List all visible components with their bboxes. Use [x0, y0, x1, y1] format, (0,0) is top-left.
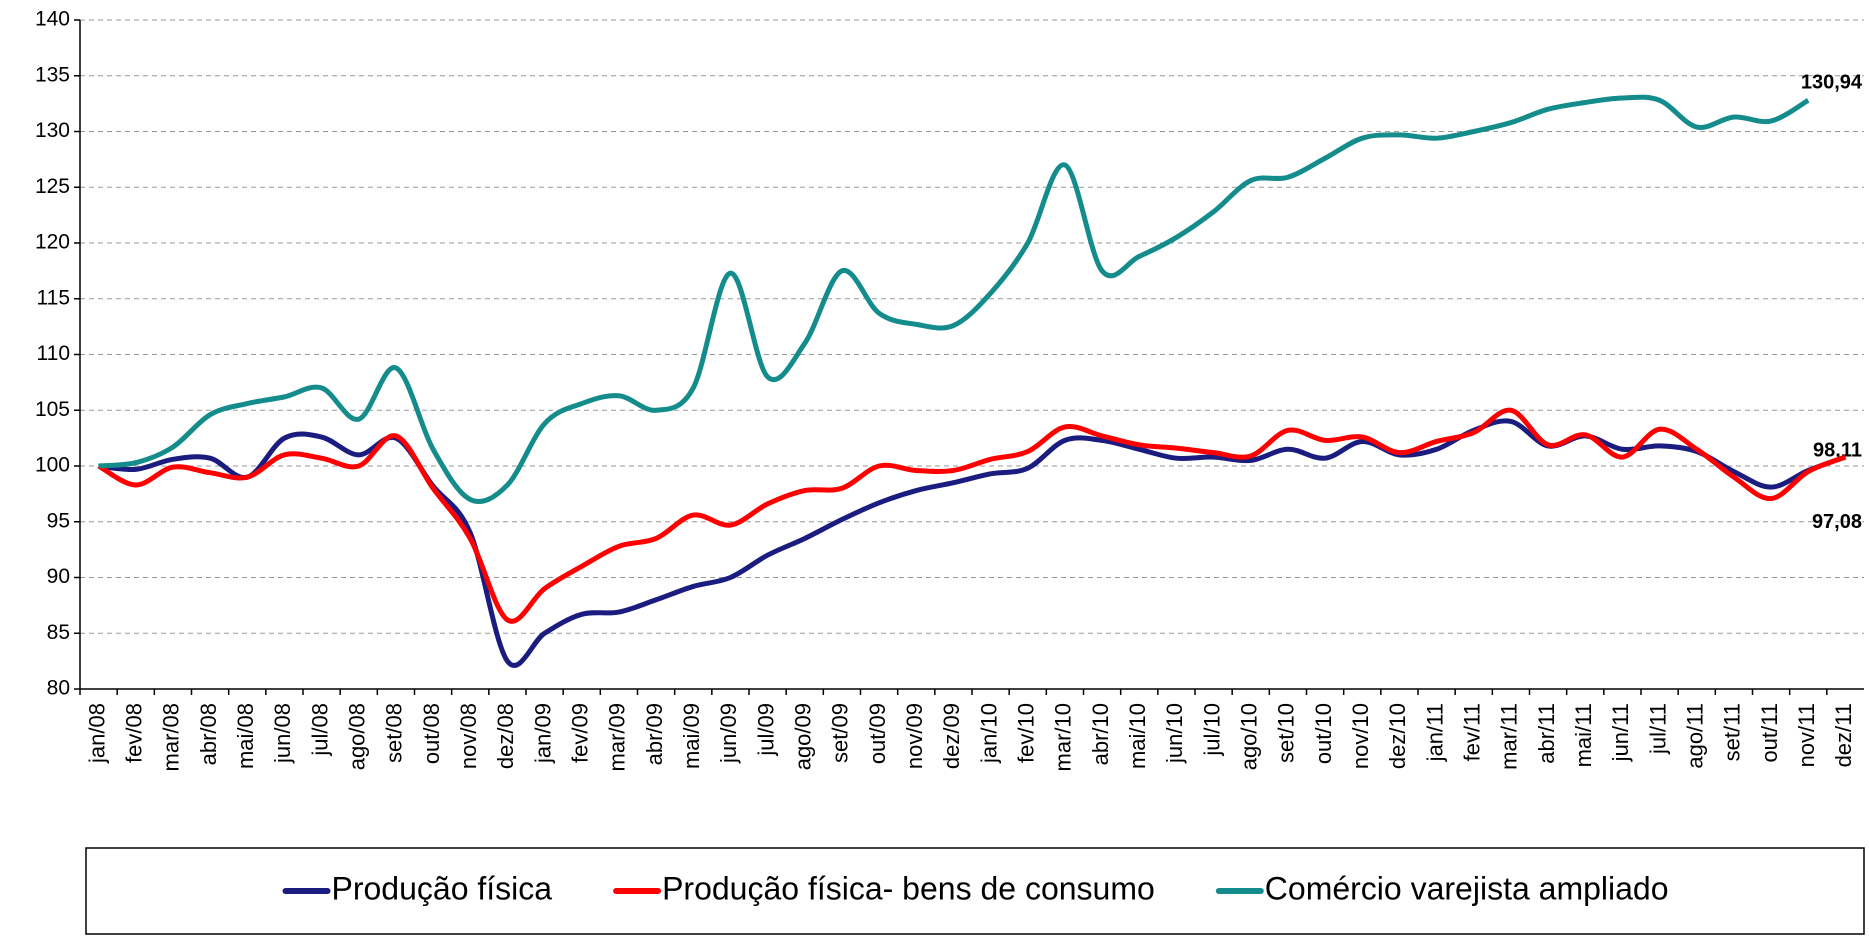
- y-tick-label: 105: [35, 398, 70, 421]
- y-tick-label: 90: [47, 565, 70, 588]
- legend-label: Comércio varejista ampliado: [1265, 870, 1669, 906]
- data-label: 130,94: [1801, 71, 1863, 93]
- x-tick-label: jul/10: [1199, 703, 1224, 757]
- x-tick-label: mai/11: [1571, 703, 1596, 767]
- x-tick-label: jun/08: [270, 703, 295, 764]
- x-tick-label: dez/10: [1385, 703, 1410, 769]
- x-tick-label: dez/09: [939, 703, 964, 769]
- x-tick-label: jan/10: [976, 703, 1001, 764]
- x-tick-label: out/08: [419, 703, 444, 764]
- x-tick-label: out/09: [865, 703, 890, 764]
- x-tick-label: jun/10: [1162, 703, 1187, 764]
- x-tick-label: abr/08: [196, 703, 221, 765]
- data-label: 97,08: [1812, 511, 1862, 533]
- x-tick-label: nov/10: [1348, 703, 1373, 769]
- y-tick-label: 95: [47, 509, 70, 532]
- x-tick-label: set/09: [828, 703, 853, 763]
- series-line: [98, 94, 1810, 504]
- x-tick-label: mar/09: [605, 703, 630, 771]
- y-tick-label: 115: [37, 286, 70, 309]
- x-tick-label: jan/08: [84, 703, 109, 764]
- x-tick-label: fev/08: [122, 703, 147, 763]
- legend-label: Produção física- bens de consumo: [662, 870, 1155, 906]
- y-tick-label: 110: [37, 342, 70, 365]
- y-tick-label: 140: [35, 8, 70, 31]
- x-tick-label: mai/09: [679, 703, 704, 769]
- x-tick-label: jun/11: [1608, 703, 1633, 762]
- x-tick-label: ago/09: [791, 703, 816, 770]
- data-label: 98,11: [1813, 439, 1862, 461]
- y-tick-label: 80: [47, 677, 70, 700]
- legend-box: [85, 847, 1865, 935]
- y-tick-label: 125: [35, 175, 70, 198]
- y-tick-label: 120: [35, 231, 70, 254]
- x-tick-label: nov/11: [1794, 703, 1819, 767]
- x-tick-label: ago/11: [1683, 703, 1708, 769]
- x-tick-label: set/08: [382, 703, 407, 763]
- series-line: [97, 407, 1847, 624]
- x-tick-label: mai/08: [233, 703, 258, 769]
- x-tick-label: ago/08: [345, 703, 370, 770]
- x-tick-label: jun/09: [716, 703, 741, 764]
- legend-label: Produção física: [332, 870, 553, 906]
- x-tick-label: fev/11: [1460, 703, 1485, 761]
- x-tick-label: mar/11: [1497, 703, 1522, 770]
- x-tick-label: nov/09: [902, 703, 927, 769]
- x-tick-label: fev/10: [1014, 703, 1039, 763]
- x-tick-label: jan/09: [530, 703, 555, 764]
- x-tick-label: ago/10: [1237, 703, 1262, 770]
- y-tick-label: 100: [35, 454, 70, 477]
- x-tick-label: out/10: [1311, 703, 1336, 764]
- x-tick-label: jul/08: [307, 703, 332, 757]
- y-tick-label: 135: [35, 63, 70, 86]
- x-tick-label: dez/08: [493, 703, 518, 769]
- x-tick-label: mar/08: [159, 703, 184, 771]
- x-tick-label: jul/09: [753, 703, 778, 757]
- series-line: [98, 418, 1847, 668]
- x-tick-label: nov/08: [456, 703, 481, 769]
- x-tick-label: jan/11: [1422, 703, 1447, 762]
- x-tick-label: mar/10: [1051, 703, 1076, 771]
- x-tick-label: set/11: [1720, 703, 1745, 761]
- x-tick-label: set/10: [1274, 703, 1299, 763]
- x-tick-label: fev/09: [568, 703, 593, 763]
- x-tick-label: out/11: [1757, 703, 1782, 763]
- x-tick-label: jul/11: [1645, 703, 1670, 755]
- y-tick-label: 85: [47, 621, 70, 644]
- y-tick-label: 130: [35, 119, 70, 142]
- x-tick-label: abr/09: [642, 703, 667, 765]
- x-tick-label: mai/10: [1125, 703, 1150, 769]
- x-tick-label: dez/11: [1831, 703, 1856, 767]
- x-tick-label: abr/10: [1088, 703, 1113, 765]
- x-tick-label: abr/11: [1534, 703, 1559, 764]
